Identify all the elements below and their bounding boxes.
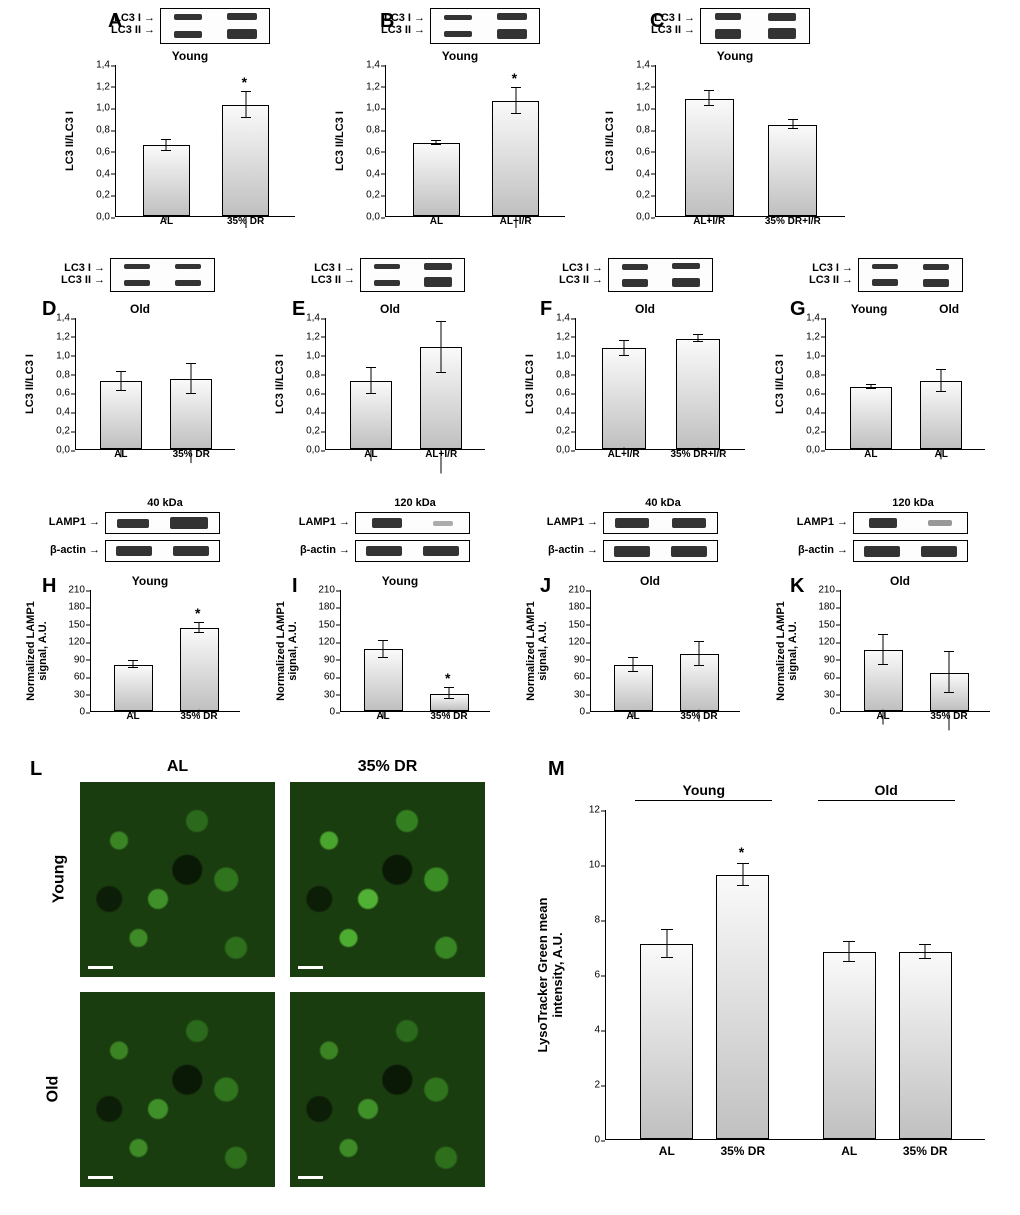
lc3ii-label: LC3 II: [798, 274, 853, 286]
chart-C: 0,00,20,40,60,81,01,21,4AL+I/R35% DR+I/R…: [620, 65, 850, 235]
bactin-blot-K: [853, 540, 968, 562]
bactin-blot-J: [603, 540, 718, 562]
micro-young-al: [80, 782, 275, 977]
blot-C: [700, 8, 810, 44]
blot-label-E: LC3 I LC3 II: [300, 262, 355, 286]
lamp1: LAMP1: [790, 516, 848, 528]
chart-E: 0,00,20,40,60,81,01,21,4ALAL+I/ROldLC3 I…: [290, 318, 490, 468]
bactin-label-H: β-actin: [42, 544, 100, 556]
blot-G: [858, 258, 963, 292]
blot-A: [160, 8, 270, 44]
micro-col-dr: 35% DR: [290, 758, 485, 776]
micro-row-old: Old: [44, 1076, 62, 1103]
chart-D: 0,00,20,40,60,81,01,21,4AL35% DROldLC3 I…: [40, 318, 240, 468]
lc3i-label: LC3 I: [100, 12, 155, 24]
lc3i-label: LC3 I: [798, 262, 853, 274]
lamp1: LAMP1: [292, 516, 350, 528]
bactin: β-actin: [540, 544, 598, 556]
blot-E: [360, 258, 465, 292]
chart-F: 0,00,20,40,60,81,01,21,4AL+I/R35% DR+I/R…: [540, 318, 750, 468]
lc3ii-label: LC3 II: [548, 274, 603, 286]
blot-label-G: LC3 I LC3 II: [798, 262, 853, 286]
bactin: β-actin: [42, 544, 100, 556]
chart-G: 0,00,20,40,60,81,01,21,4ALALYoungOldLC3 …: [790, 318, 990, 468]
lamp1-label-J: LAMP1: [540, 516, 598, 528]
lc3i-label: LC3 I: [640, 12, 695, 24]
lc3ii-label: LC3 II: [640, 24, 695, 36]
lc3ii-label: LC3 II: [50, 274, 105, 286]
chart-A: 0,00,20,40,60,81,01,21,4AL*35% DRYoungLC…: [80, 65, 300, 235]
bactin: β-actin: [292, 544, 350, 556]
bactin-label-I: β-actin: [292, 544, 350, 556]
bactin-blot-H: [105, 540, 220, 562]
chart-J: 0306090120150180210AL35% DROldNormalized…: [555, 590, 745, 730]
blot-F: [608, 258, 713, 292]
kda-I: 120 kDa: [365, 497, 465, 509]
lc3ii-label: LC3 II: [300, 274, 355, 286]
chart-H: 0306090120150180210AL*35% DRYoungNormali…: [55, 590, 245, 730]
chart-I: 0306090120150180210AL*35% DRYoungNormali…: [305, 590, 495, 730]
micro-col-al: AL: [80, 758, 275, 776]
blot-label-A: LC3 I LC3 II: [100, 12, 155, 36]
chart-M: 024681012AL*35% DRAL35% DRYoungOldLysoTr…: [560, 810, 990, 1170]
blot-B: [430, 8, 540, 44]
lc3i-label: LC3 I: [50, 262, 105, 274]
micro-young-dr: [290, 782, 485, 977]
lamp1-blot-J: [603, 512, 718, 534]
micro-row-young: Young: [50, 855, 68, 904]
panel-label-L: L: [30, 758, 42, 781]
bactin: β-actin: [790, 544, 848, 556]
blot-label-B: LC3 I LC3 II: [370, 12, 425, 36]
lamp1-blot-H: [105, 512, 220, 534]
lamp1-label-K: LAMP1: [790, 516, 848, 528]
chart-B: 0,00,20,40,60,81,01,21,4AL*AL+I/RYoungLC…: [350, 65, 570, 235]
micro-old-dr: [290, 992, 485, 1187]
chart-K: 0306090120150180210AL35% DROldNormalized…: [805, 590, 995, 730]
kda-K: 120 kDa: [863, 497, 963, 509]
lc3ii-label: LC3 II: [370, 24, 425, 36]
lamp1-label-H: LAMP1: [42, 516, 100, 528]
lc3i-label: LC3 I: [300, 262, 355, 274]
lamp1-blot-K: [853, 512, 968, 534]
blot-label-F: LC3 I LC3 II: [548, 262, 603, 286]
bactin-label-J: β-actin: [540, 544, 598, 556]
lamp1-blot-I: [355, 512, 470, 534]
blot-D: [110, 258, 215, 292]
kda-H: 40 kDa: [115, 497, 215, 509]
lc3ii-label: LC3 II: [100, 24, 155, 36]
panel-label-M: M: [548, 758, 565, 781]
bactin-label-K: β-actin: [790, 544, 848, 556]
micro-old-al: [80, 992, 275, 1187]
bactin-blot-I: [355, 540, 470, 562]
blot-label-D: LC3 I LC3 II: [50, 262, 105, 286]
lc3i-label: LC3 I: [548, 262, 603, 274]
lc3i-label: LC3 I: [370, 12, 425, 24]
kda-J: 40 kDa: [613, 497, 713, 509]
lamp1: LAMP1: [42, 516, 100, 528]
lamp1-label-I: LAMP1: [292, 516, 350, 528]
blot-label-C: LC3 I LC3 II: [640, 12, 695, 36]
lamp1: LAMP1: [540, 516, 598, 528]
